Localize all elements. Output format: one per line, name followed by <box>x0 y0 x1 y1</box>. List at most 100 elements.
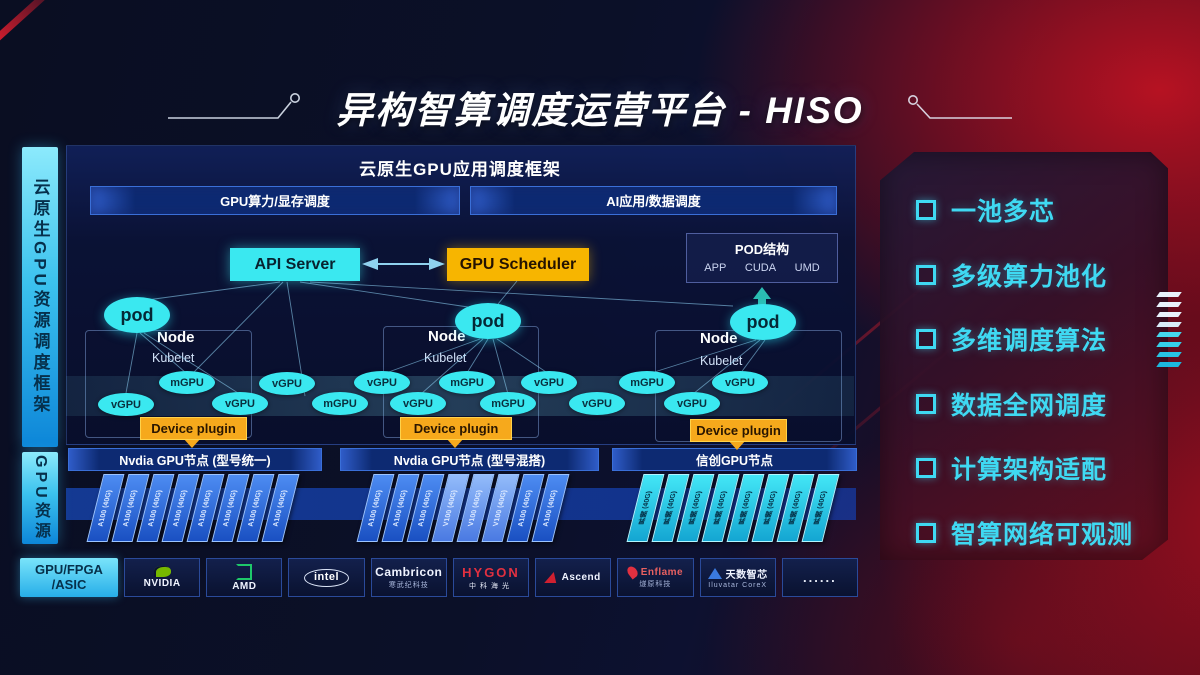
gpu-card-label: A100 (40G) <box>147 489 164 527</box>
vendor-iluvatar-name: 天数智芯 <box>725 570 768 581</box>
vgpu-ellipse[interactable]: vGPU <box>354 371 410 394</box>
gpu-group-header-uniform: Nvdia GPU节点 (型号统一) <box>68 448 322 471</box>
pod-structure-item-app: APP <box>704 262 727 274</box>
intel-logo: intel <box>303 568 350 587</box>
gpu-card-label: A100 (40G) <box>542 489 559 527</box>
vendor-cambricon[interactable]: Cambricon 寒武纪科技 <box>370 558 447 597</box>
vendor-strip-label: GPU/FPGA /ASIC <box>20 558 118 597</box>
pod-structure-item-umd: UMD <box>794 262 820 274</box>
enflame-logo <box>624 564 640 580</box>
feature-label: 多级算力池化 <box>951 262 1108 291</box>
mgpu-ellipse[interactable]: mGPU <box>480 392 536 415</box>
nvidia-logo <box>153 566 171 577</box>
framework-bar-ai-data[interactable]: AI应用/数据调度 <box>470 186 837 215</box>
vendor-hygon-name: HYGON <box>462 564 520 580</box>
vendor-enflame-subname: 燧原科技 <box>639 581 672 588</box>
vendor-more-name: ...... <box>803 570 837 585</box>
feature-label: 多维调度算法 <box>951 327 1108 356</box>
pod-ellipse-3[interactable]: pod <box>730 304 796 340</box>
node-1-title: Node <box>157 329 195 346</box>
vgpu-ellipse[interactable]: vGPU <box>569 392 625 415</box>
feature-item-3[interactable]: 多维调度算法 <box>916 307 1156 372</box>
feature-label: 一池多芯 <box>951 198 1056 227</box>
gpu-card-label: 昇腾 (40G) <box>787 491 803 525</box>
vendor-ascend-name: Ascend <box>561 572 601 583</box>
feature-list: 一池多芯多级算力池化 多维调度算法 数据全网调度 计算架构适配智算网络可观测 <box>916 178 1156 565</box>
mgpu-ellipse[interactable]: mGPU <box>619 371 675 394</box>
vendor-hygon[interactable]: HYGON 中科海光 <box>452 558 530 597</box>
vendor-amd[interactable]: AMD <box>206 558 283 597</box>
hazard-stripes-decoration <box>1156 292 1182 372</box>
vendor-amd-name: AMD <box>232 580 257 592</box>
vgpu-ellipse[interactable]: vGPU <box>712 371 768 394</box>
gpu-group-header-mixed: Nvdia GPU节点 (型号混搭) <box>340 448 599 471</box>
device-plugin-3[interactable]: Device plugin <box>690 419 787 442</box>
mgpu-ellipse[interactable]: mGPU <box>159 371 215 394</box>
vendor-iluvatar[interactable]: 天数智芯 Iluvatar CoreX <box>699 558 776 597</box>
gpu-card-label: 昇腾 (40G) <box>762 491 778 525</box>
corner-red-slash-decoration <box>0 0 73 49</box>
page-title: 异构智算调度运营平台 - HISO <box>336 90 864 131</box>
framework-bar-gpu-compute[interactable]: GPU算力/显存调度 <box>90 186 460 215</box>
pod-ellipse-1[interactable]: pod <box>104 297 170 333</box>
device-plugin-2[interactable]: Device plugin <box>400 417 512 440</box>
mgpu-ellipse[interactable]: mGPU <box>312 392 368 415</box>
feature-label: 计算架构适配 <box>951 456 1108 485</box>
device-plugin-1[interactable]: Device plugin <box>140 417 247 440</box>
vendor-nvidia-name: NVIDIA <box>143 578 181 589</box>
node-3-title: Node <box>700 330 738 347</box>
node-3-agent: Kubelet <box>700 354 743 368</box>
gpu-card-label: A100 (40G) <box>247 489 264 527</box>
gpu-card-label: 昇腾 (40G) <box>737 491 753 525</box>
vgpu-ellipse[interactable]: vGPU <box>521 371 577 394</box>
vgpu-ellipse[interactable]: vGPU <box>98 393 154 416</box>
pod-ellipse-2[interactable]: pod <box>455 303 521 339</box>
gpu-group-header-xinchuang: 信创GPU节点 <box>612 448 857 471</box>
vendor-intel[interactable]: intel <box>288 558 365 597</box>
square-bullet-icon <box>916 458 936 479</box>
sidebar-label-cloud-native-gpu-framework: 云原生GPU资源调度框架 <box>22 147 58 447</box>
feature-item-6[interactable]: 智算网络可观测 <box>916 501 1156 566</box>
api-server-box[interactable]: API Server <box>230 248 360 281</box>
vendor-strip: GPU/FPGA /ASIC NVIDIA AMD intel Cambricon 寒武… <box>20 558 858 597</box>
square-bullet-icon <box>916 522 936 543</box>
gpu-card-label: A100 (40G) <box>417 489 434 527</box>
gpu-card-label: A100 (40G) <box>172 489 189 527</box>
vendor-more[interactable]: ...... <box>781 558 858 597</box>
square-bullet-icon <box>916 200 936 221</box>
pod-structure-title: POD结构 <box>734 242 790 257</box>
gpu-card-label: 昇腾 (40G) <box>712 491 728 525</box>
node-1-agent: Kubelet <box>152 351 195 365</box>
feature-item-2[interactable]: 多级算力池化 <box>916 243 1156 308</box>
feature-item-5[interactable]: 计算架构适配 <box>916 436 1156 501</box>
vendor-ascend[interactable]: Ascend <box>535 558 612 597</box>
gpu-card-label: 昇腾 (40G) <box>662 491 678 525</box>
iluvatar-logo <box>707 568 722 579</box>
gpu-card-label: 昇腾 (40G) <box>687 491 703 525</box>
feature-item-1[interactable]: 一池多芯 <box>916 178 1156 243</box>
gpu-card-label: A100 (40G) <box>392 489 409 527</box>
vgpu-ellipse[interactable]: vGPU <box>212 392 268 415</box>
square-bullet-icon <box>916 264 936 285</box>
mgpu-ellipse[interactable]: mGPU <box>439 371 495 394</box>
vendor-cambricon-subname: 寒武纪科技 <box>388 582 429 589</box>
vendor-iluvatar-subname: Iluvatar CoreX <box>708 582 768 589</box>
gpu-card-label: A100 (40G) <box>222 489 239 527</box>
vgpu-ellipse[interactable]: vGPU <box>259 372 315 395</box>
feature-item-4[interactable]: 数据全网调度 <box>916 372 1156 437</box>
gpu-card-label: A100 (40G) <box>197 489 214 527</box>
vendor-cambricon-name: Cambricon <box>375 565 443 579</box>
vgpu-ellipse[interactable]: vGPU <box>664 392 720 415</box>
amd-logo <box>236 563 253 580</box>
square-bullet-icon <box>916 329 936 350</box>
feature-label: 数据全网调度 <box>951 391 1108 420</box>
vgpu-ellipse[interactable]: vGPU <box>390 392 446 415</box>
vendor-nvidia[interactable]: NVIDIA <box>124 558 201 597</box>
vendor-strip-label-line2: /ASIC <box>51 576 87 592</box>
vendor-enflame-name: Enflame <box>640 566 684 578</box>
framework-title: 云原生GPU应用调度框架 <box>359 160 561 179</box>
gpu-scheduler-box[interactable]: GPU Scheduler <box>447 248 589 281</box>
vendor-enflame[interactable]: Enflame 燧原科技 <box>617 558 694 597</box>
gpu-card-label: A100 (40G) <box>367 489 384 527</box>
